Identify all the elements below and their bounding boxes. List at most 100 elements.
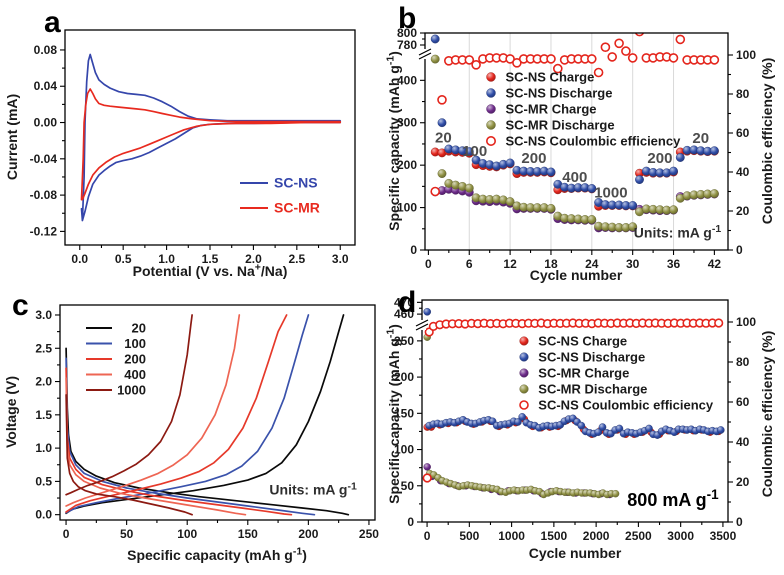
data-point-open <box>668 53 679 63</box>
data-point-open <box>586 54 597 64</box>
y-tick-label: 50 <box>401 479 415 493</box>
x-tick-label: 500 <box>459 529 479 543</box>
axis-break-mask <box>418 320 426 330</box>
x-tick-label: 0 <box>425 257 432 271</box>
y-right-tick-label: 0 <box>736 243 743 257</box>
legend-label: 200 <box>124 352 146 367</box>
x-tick-label: 50 <box>120 527 134 541</box>
y-tick-label: 0.04 <box>34 79 58 93</box>
y-tick-label: 470 <box>394 295 414 309</box>
data-point-open <box>675 34 686 45</box>
x-tick-label: 3000 <box>667 529 694 543</box>
y-right-tick-label: 80 <box>736 355 750 369</box>
x-tick-label: 30 <box>626 257 640 271</box>
data-point <box>430 54 440 64</box>
x-axis-label: Cycle number <box>530 267 623 283</box>
y-tick-label: 0.08 <box>34 43 58 57</box>
legend-label: SC-MR Discharge <box>538 382 647 397</box>
y-tick-label: -0.04 <box>30 152 58 166</box>
y-tick-label: 250 <box>394 334 414 348</box>
x-tick-label: 1.0 <box>158 252 175 266</box>
legend-label: SC-NS Charge <box>506 70 595 85</box>
x-tick-label: 0 <box>63 527 70 541</box>
legend-label: SC-MR Charge <box>538 366 629 381</box>
y-tick-label: 200 <box>394 370 414 384</box>
data-point <box>615 424 624 433</box>
data-point <box>518 413 527 421</box>
axis-break-mark <box>418 48 432 56</box>
y-right-tick-label: 60 <box>736 126 750 140</box>
legend-label: SC-NS Coulombic efficiency <box>538 398 714 413</box>
data-point-open <box>614 38 624 49</box>
data-point <box>628 222 638 232</box>
data-point-open <box>464 55 475 65</box>
legend-marker-ball <box>519 336 529 346</box>
y-tick-label: 200 <box>397 158 417 172</box>
y-tick-label: 1.5 <box>35 408 52 422</box>
annotation: Units: mA g-1 <box>634 223 722 240</box>
y-tick-label: 2.5 <box>35 341 52 355</box>
data-point-open <box>714 318 724 328</box>
annotation: 200 <box>647 150 672 167</box>
x-tick-label: 42 <box>708 257 722 271</box>
panel-b-data <box>430 33 720 233</box>
x-tick-label: 12 <box>503 257 517 271</box>
data-point <box>675 153 685 162</box>
y-tick-label: 1.0 <box>35 441 52 455</box>
legend-label: SC-NS <box>274 175 318 191</box>
series-line <box>65 314 193 496</box>
y-right-tick-label: 100 <box>736 315 756 329</box>
legend-marker-ball <box>519 368 529 378</box>
data-point-open <box>430 186 441 197</box>
y-tick-label: -0.08 <box>30 188 58 202</box>
data-point <box>437 118 447 128</box>
annotation: 200 <box>521 150 546 167</box>
data-point <box>717 426 725 434</box>
y-tick-label: 460 <box>394 307 414 321</box>
series-line <box>65 314 288 513</box>
x-tick-label: 2.0 <box>245 252 262 266</box>
legend-label: 1000 <box>117 383 146 398</box>
y-right-tick-label: 20 <box>736 475 750 489</box>
legend-label: 100 <box>124 336 146 351</box>
axis-break-mark <box>415 319 429 327</box>
y-tick-label: 0 <box>407 515 414 529</box>
series-line <box>65 367 293 516</box>
y-axis-label: Voltage (V) <box>3 376 19 448</box>
annotation: 800 mA g-1 <box>627 487 719 510</box>
y-right-tick-label: 20 <box>736 204 750 218</box>
data-point <box>669 166 678 176</box>
y-right-axis-label: Coulombic efficiency (%) <box>759 331 775 497</box>
y-right-tick-label: 40 <box>736 165 750 179</box>
y-right-tick-label: 60 <box>736 395 750 409</box>
x-tick-label: 24 <box>585 257 599 271</box>
legend-marker-ball <box>486 88 496 98</box>
x-tick-label: 200 <box>298 527 318 541</box>
x-tick-label: 1.5 <box>202 252 219 266</box>
annotation: 20 <box>692 130 709 147</box>
data-point <box>594 428 603 437</box>
data-point-open <box>607 52 618 62</box>
y-right-axis-label: Coulombic efficiency (%) <box>759 58 775 224</box>
data-point-open <box>635 33 644 37</box>
series-line <box>80 53 342 222</box>
y-tick-label: 400 <box>397 73 417 87</box>
data-point-open <box>627 53 638 63</box>
legend-label: SC-NS Coulombic efficiency <box>506 134 682 149</box>
series-line <box>65 314 241 507</box>
y-tick-label: 0 <box>410 243 417 257</box>
panel-a-data <box>80 53 342 222</box>
data-point-open <box>593 67 604 78</box>
x-tick-label: 6 <box>466 257 473 271</box>
series-line <box>65 357 316 516</box>
legend-marker-open <box>485 136 496 147</box>
series-line <box>65 394 193 516</box>
y-tick-label: 3.0 <box>35 308 52 322</box>
data-point <box>710 189 719 199</box>
x-axis-label: Specific capacity (mAh g-1) <box>127 546 307 563</box>
legend-label: SC-NS Discharge <box>506 86 613 101</box>
y-tick-label: 0.00 <box>34 116 58 130</box>
